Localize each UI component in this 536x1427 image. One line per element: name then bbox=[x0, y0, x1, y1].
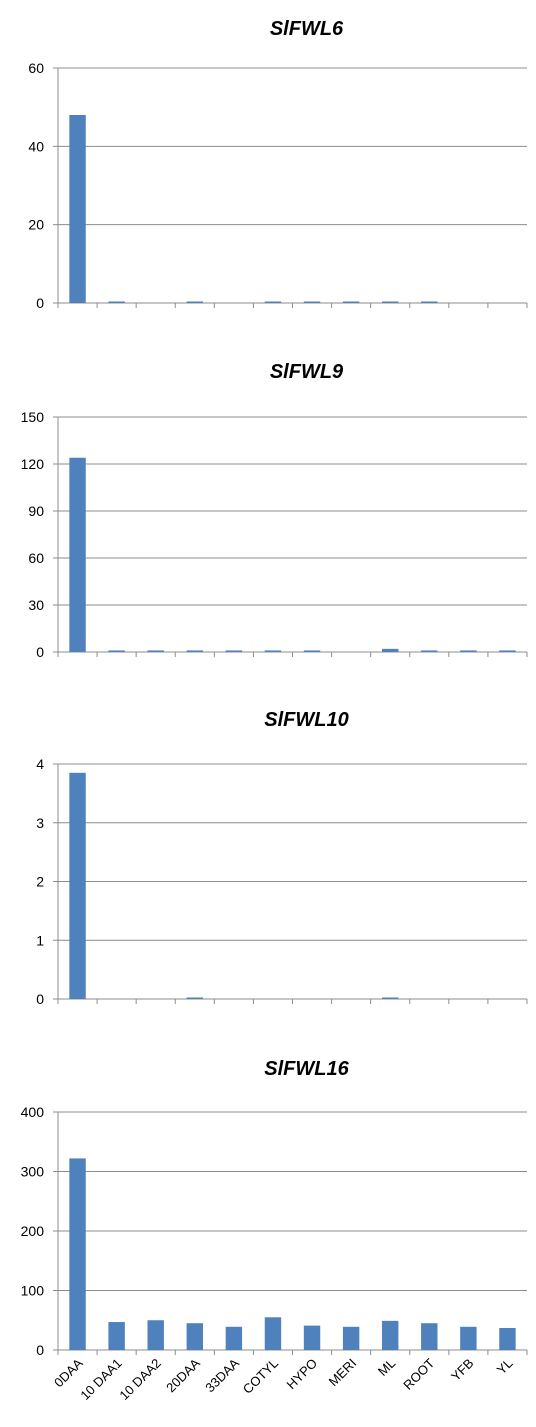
bar bbox=[382, 997, 399, 999]
bar bbox=[421, 1323, 438, 1350]
category-label: ML bbox=[375, 1356, 398, 1379]
category-label: 0DAA bbox=[51, 1355, 86, 1390]
y-tick-label: 100 bbox=[21, 1283, 45, 1299]
bar bbox=[421, 650, 438, 652]
bar bbox=[382, 1320, 399, 1350]
chart-panel: SlFWL10 0 1 2 3 4 bbox=[36, 709, 528, 1007]
y-tick-label: 90 bbox=[28, 503, 44, 519]
bar bbox=[186, 997, 203, 999]
bar bbox=[225, 650, 243, 652]
chart-title: SlFWL10 bbox=[264, 709, 348, 731]
bar bbox=[186, 650, 203, 652]
y-tick-label: 3 bbox=[36, 815, 44, 831]
y-tick-label: 0 bbox=[36, 991, 44, 1007]
y-tick-label: 2 bbox=[36, 874, 44, 890]
y-tick-label: 1 bbox=[36, 932, 44, 948]
chart-title: SlFWL6 bbox=[270, 18, 344, 40]
bar bbox=[186, 301, 203, 303]
bar bbox=[303, 1325, 321, 1350]
bar bbox=[303, 301, 321, 303]
y-tick-label: 200 bbox=[21, 1223, 45, 1239]
bar bbox=[147, 650, 164, 652]
bar bbox=[460, 1326, 477, 1350]
bar bbox=[303, 650, 321, 652]
bar bbox=[225, 1326, 243, 1350]
bar bbox=[460, 650, 477, 652]
bar bbox=[421, 301, 438, 303]
y-tick-label: 0 bbox=[36, 1342, 44, 1358]
y-tick-label: 4 bbox=[36, 756, 44, 772]
y-tick-label: 60 bbox=[28, 60, 44, 76]
category-label: HYPO bbox=[284, 1356, 321, 1393]
y-tick-label: 0 bbox=[36, 295, 44, 311]
category-label: 10 DAA2 bbox=[116, 1356, 163, 1403]
y-tick-label: 300 bbox=[21, 1164, 45, 1180]
bar bbox=[382, 648, 399, 652]
category-label: 33DAA bbox=[202, 1355, 242, 1395]
chart-panel: SlFWL6 0 20 40 60 bbox=[28, 18, 528, 311]
bar bbox=[264, 1317, 282, 1350]
y-tick-label: 40 bbox=[28, 138, 44, 154]
y-tick-label: 30 bbox=[28, 597, 44, 613]
category-label: YL bbox=[494, 1356, 516, 1378]
bar bbox=[69, 772, 86, 999]
category-label: 20DAA bbox=[163, 1355, 203, 1395]
bar bbox=[499, 650, 516, 652]
y-tick-label: 150 bbox=[21, 409, 45, 425]
bar bbox=[499, 1327, 516, 1350]
bar bbox=[69, 457, 86, 652]
bar bbox=[108, 1322, 125, 1350]
y-tick-label: 400 bbox=[21, 1104, 45, 1120]
bar bbox=[342, 1326, 360, 1350]
y-tick-label: 20 bbox=[28, 217, 44, 233]
bar bbox=[342, 301, 360, 303]
chart-title: SlFWL16 bbox=[264, 1058, 349, 1080]
bar bbox=[382, 301, 399, 303]
chart-panel: SlFWL9 0 30 60 90 120 150 bbox=[21, 361, 528, 660]
bar bbox=[264, 301, 282, 303]
category-label: YFB bbox=[448, 1356, 476, 1384]
y-tick-label: 120 bbox=[21, 456, 45, 472]
category-label: COTYL bbox=[240, 1356, 281, 1397]
y-tick-label: 60 bbox=[28, 550, 44, 566]
bar bbox=[264, 650, 282, 652]
bar bbox=[147, 1320, 164, 1350]
bar bbox=[108, 650, 125, 652]
y-tick-label: 0 bbox=[36, 644, 44, 660]
bar bbox=[186, 1323, 203, 1350]
category-label: 10 DAA1 bbox=[77, 1356, 124, 1403]
category-label: ROOT bbox=[400, 1355, 437, 1392]
bar bbox=[69, 1158, 86, 1350]
bar bbox=[69, 115, 86, 303]
category-label: MERI bbox=[326, 1356, 360, 1390]
chart-title: SlFWL9 bbox=[270, 361, 344, 383]
bar bbox=[108, 301, 125, 303]
